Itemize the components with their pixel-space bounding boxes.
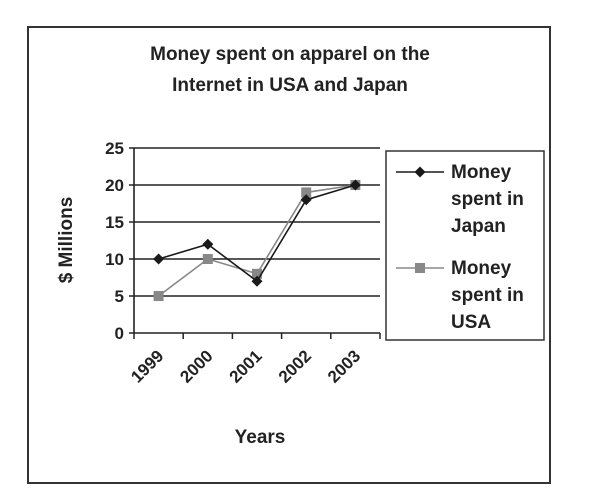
data-point bbox=[252, 268, 262, 279]
data-point bbox=[301, 187, 312, 198]
x-tick-label: 2002 bbox=[275, 346, 315, 386]
data-point bbox=[349, 179, 361, 191]
legend-entry: Money spent in USA bbox=[396, 258, 524, 333]
axes bbox=[129, 147, 381, 339]
legend-label: Japan bbox=[451, 216, 506, 237]
x-tick-labels: 1999 2000 2001 2002 2003 bbox=[127, 346, 364, 386]
series-layer bbox=[153, 179, 361, 301]
x-tick-label: 2000 bbox=[176, 346, 216, 386]
y-tick-label: 20 bbox=[105, 176, 124, 195]
x-axis-title: Years bbox=[235, 427, 286, 448]
x-tick-label: 1999 bbox=[127, 346, 167, 386]
legend-box bbox=[385, 150, 545, 341]
legend-label: Money bbox=[451, 162, 512, 183]
legend-label: Money bbox=[451, 258, 512, 279]
y-tick-label: 0 bbox=[115, 324, 124, 343]
data-point bbox=[251, 275, 263, 287]
x-tick-label: 2001 bbox=[226, 346, 266, 386]
y-tick-label: 25 bbox=[105, 139, 124, 158]
data-point bbox=[153, 291, 164, 301]
gridlines bbox=[134, 147, 380, 297]
y-tick-label: 10 bbox=[105, 250, 124, 269]
y-tick-labels: 0 5 10 15 20 25 bbox=[105, 139, 124, 343]
data-point bbox=[202, 254, 213, 264]
legend-entry: Money spent in Japan bbox=[396, 162, 524, 237]
y-tick-label: 15 bbox=[105, 213, 124, 232]
legend-marker bbox=[415, 263, 425, 273]
series-0 bbox=[153, 179, 361, 287]
y-axis-title: $ Millions bbox=[56, 197, 77, 284]
x-tick-label: 2003 bbox=[324, 346, 364, 386]
y-tick-label: 5 bbox=[115, 287, 124, 306]
legend-label: USA bbox=[451, 312, 491, 333]
series-line bbox=[158, 184, 356, 283]
data-point bbox=[153, 253, 165, 265]
data-point bbox=[202, 238, 214, 250]
data-point bbox=[300, 194, 312, 206]
legend-marker bbox=[414, 166, 426, 178]
chart-title-line-1: Money spent on apparel on the bbox=[150, 44, 430, 65]
legend-label: spent in bbox=[451, 285, 524, 306]
chart-title-line-2: Internet in USA and Japan bbox=[172, 75, 408, 96]
legend-label: spent in bbox=[451, 189, 524, 210]
legend: Money spent in Japan Money spent in USA bbox=[385, 150, 545, 341]
